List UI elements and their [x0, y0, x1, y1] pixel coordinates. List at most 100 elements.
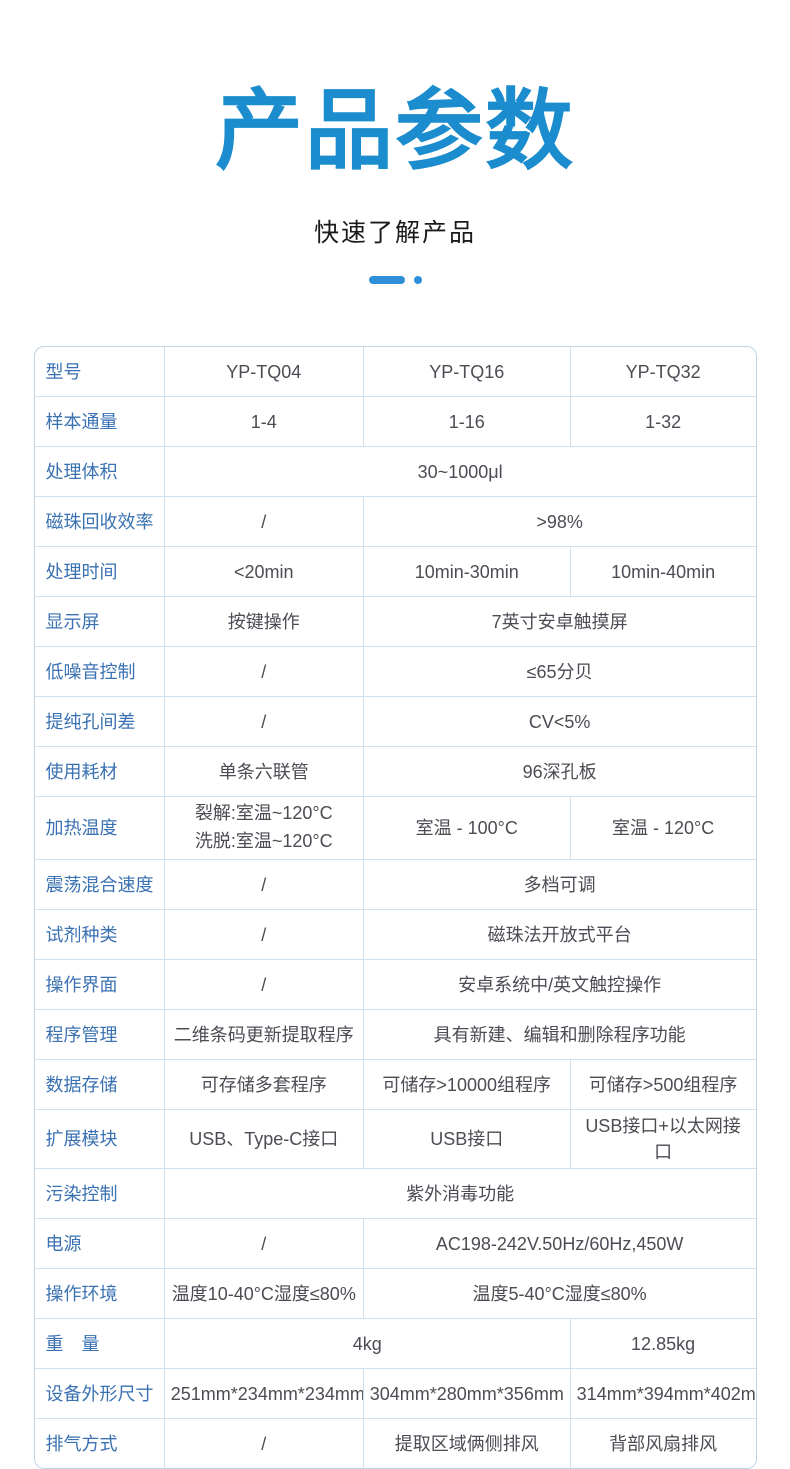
- param-label: 试剂种类: [34, 909, 165, 961]
- param-value: YP-TQ04: [163, 347, 364, 398]
- param-value: YP-TQ16: [362, 347, 571, 398]
- param-value: 1-4: [163, 396, 364, 448]
- section-header: 产品参数 快速了解产品: [0, 0, 790, 285]
- param-label: 排气方式: [34, 1418, 165, 1469]
- table-row: 污染控制 紫外消毒功能: [34, 1168, 756, 1220]
- param-value: 裂解:室温~120°C 洗脱:室温~120°C: [163, 796, 364, 861]
- divider-dash-icon: [368, 276, 405, 285]
- param-value: 304mm*280mm*356mm: [362, 1368, 571, 1420]
- table-row: 使用耗材 单条六联管 96深孔板: [34, 746, 756, 798]
- param-label: 操作界面: [34, 959, 165, 1011]
- table-row: 试剂种类 / 磁珠法开放式平台: [34, 909, 756, 961]
- param-value-line: 裂解:室温~120°C: [194, 803, 333, 824]
- param-label: 型号: [34, 347, 165, 398]
- param-value: /: [163, 859, 364, 911]
- table-row: 显示屏 按键操作 7英寸安卓触摸屏: [34, 596, 756, 648]
- title-divider: [0, 276, 790, 285]
- param-value: 12.85kg: [569, 1318, 756, 1370]
- table-row: 低噪音控制 / ≤65分贝: [34, 646, 756, 698]
- page-subtitle: 快速了解产品: [313, 219, 476, 248]
- param-value: 背部风扇排风: [569, 1418, 756, 1469]
- param-value: USB、Type-C接口: [163, 1109, 364, 1170]
- param-value: 1-16: [362, 396, 571, 448]
- spec-table-grid: 型号 YP-TQ04 YP-TQ16 YP-TQ32 样本通量 1-4 1-16 1-32 处理…: [34, 347, 756, 1469]
- param-value: 251mm*234mm*234mm: [163, 1368, 364, 1420]
- param-label: 程序管理: [34, 1009, 165, 1061]
- table-row: 排气方式 / 提取区域俩侧排风 背部风扇排风: [34, 1418, 756, 1469]
- param-value: 多档可调: [362, 859, 756, 911]
- table-row: 操作界面 / 安卓系统中/英文触控操作: [34, 959, 756, 1011]
- param-value: 紫外消毒功能: [163, 1168, 756, 1220]
- param-value: 温度5-40°C湿度≤80%: [362, 1268, 756, 1320]
- param-value: 7英寸安卓触摸屏: [362, 596, 756, 648]
- param-label: 震荡混合速度: [34, 859, 165, 911]
- divider-dot-icon: [413, 276, 422, 285]
- param-value: 4kg: [163, 1318, 571, 1370]
- param-value: 可储存>10000组程序: [362, 1059, 571, 1111]
- param-value: /: [163, 496, 364, 548]
- param-value: 具有新建、编辑和删除程序功能: [362, 1009, 756, 1061]
- param-label: 加热温度: [34, 796, 165, 861]
- param-label: 处理时间: [34, 546, 165, 598]
- param-label: 低噪音控制: [34, 646, 165, 698]
- param-label: 扩展模块: [34, 1109, 165, 1170]
- param-label: 使用耗材: [34, 746, 165, 798]
- table-row: 操作环境 温度10-40°C湿度≤80% 温度5-40°C湿度≤80%: [34, 1268, 756, 1320]
- param-value: 温度10-40°C湿度≤80%: [163, 1268, 364, 1320]
- param-label: 提纯孔间差: [34, 696, 165, 748]
- param-value: AC198-242V.50Hz/60Hz,450W: [362, 1218, 756, 1270]
- param-value: ≤65分贝: [362, 646, 756, 698]
- param-value: 提取区域俩侧排风: [362, 1418, 571, 1469]
- param-value: 室温 - 100°C: [362, 796, 571, 861]
- param-value: 磁珠法开放式平台: [362, 909, 756, 961]
- table-row: 程序管理 二维条码更新提取程序 具有新建、编辑和删除程序功能: [34, 1009, 756, 1061]
- spec-table: 型号 YP-TQ04 YP-TQ16 YP-TQ32 样本通量 1-4 1-16 1-32 处理…: [33, 346, 757, 1469]
- param-label: 污染控制: [34, 1168, 165, 1220]
- param-value: 按键操作: [163, 596, 364, 648]
- table-row: 型号 YP-TQ04 YP-TQ16 YP-TQ32: [34, 347, 756, 398]
- param-value: 314mm*394mm*402mm: [569, 1368, 756, 1420]
- param-value: /: [163, 646, 364, 698]
- param-value: /: [163, 1218, 364, 1270]
- param-label: 重 量: [34, 1318, 165, 1370]
- param-value: 可储存>500组程序: [569, 1059, 756, 1111]
- table-row: 处理时间 <20min 10min-30min 10min-40min: [34, 546, 756, 598]
- param-label: 操作环境: [34, 1268, 165, 1320]
- table-row: 磁珠回收效率 / >98%: [34, 496, 756, 548]
- param-label: 处理体积: [34, 446, 165, 498]
- param-value: /: [163, 959, 364, 1011]
- param-label: 磁珠回收效率: [34, 496, 165, 548]
- param-value: /: [163, 1418, 364, 1469]
- table-row: 重 量 4kg 12.85kg: [34, 1318, 756, 1370]
- param-value: 1-32: [569, 396, 756, 448]
- param-value: >98%: [362, 496, 756, 548]
- spec-table-body: 型号 YP-TQ04 YP-TQ16 YP-TQ32 样本通量 1-4 1-16 1-32 处理…: [34, 347, 756, 1469]
- param-label: 数据存储: [34, 1059, 165, 1111]
- param-value: USB接口: [362, 1109, 571, 1170]
- table-row: 提纯孔间差 / CV<5%: [34, 696, 756, 748]
- param-value: USB接口+以太网接口: [569, 1109, 756, 1170]
- param-value: 室温 - 120°C: [569, 796, 756, 861]
- param-value-line: 洗脱:室温~120°C: [194, 831, 333, 852]
- param-value: CV<5%: [362, 696, 756, 748]
- param-value: <20min: [163, 546, 364, 598]
- table-row: 处理体积 30~1000μl: [34, 446, 756, 498]
- param-value: 10min-30min: [362, 546, 571, 598]
- param-value: 单条六联管: [163, 746, 364, 798]
- param-value: /: [163, 696, 364, 748]
- param-value: /: [163, 909, 364, 961]
- param-value: YP-TQ32: [569, 347, 756, 398]
- table-row: 加热温度 裂解:室温~120°C 洗脱:室温~120°C 室温 - 100°C 室温 -…: [34, 796, 756, 861]
- table-row: 设备外形尺寸 251mm*234mm*234mm 304mm*280mm*356mm…: [34, 1368, 756, 1420]
- param-value: 二维条码更新提取程序: [163, 1009, 364, 1061]
- table-row: 扩展模块 USB、Type-C接口 USB接口 USB接口+以太网接口: [34, 1109, 756, 1170]
- table-row: 震荡混合速度 / 多档可调: [34, 859, 756, 911]
- param-label: 样本通量: [34, 396, 165, 448]
- param-value: 10min-40min: [569, 546, 756, 598]
- page-title: 产品参数: [214, 84, 575, 181]
- param-label: 设备外形尺寸: [34, 1368, 165, 1420]
- table-row: 数据存储 可存储多套程序 可储存>10000组程序 可储存>500组程序: [34, 1059, 756, 1111]
- param-value: 安卓系统中/英文触控操作: [362, 959, 756, 1011]
- param-value: 可存储多套程序: [163, 1059, 364, 1111]
